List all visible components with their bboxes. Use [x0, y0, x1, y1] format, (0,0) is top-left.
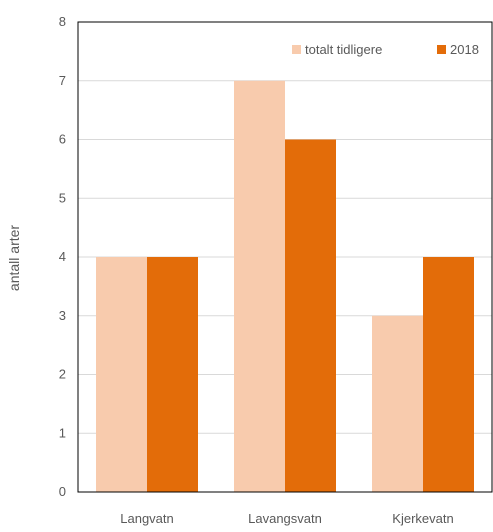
legend-label: totalt tidligere: [305, 42, 382, 57]
bar-totalt-tidligere-langvatn: [96, 257, 147, 492]
y-tick-label: 7: [59, 73, 66, 88]
bar-totalt-tidligere-lavangsvatn: [234, 80, 285, 492]
y-tick-label: 2: [59, 367, 66, 382]
bar-totalt-tidligere-kjerkevatn: [372, 315, 423, 492]
y-axis-ticks: 0 1 2 3 4 5 6 7 8: [59, 14, 66, 499]
x-category-label: Langvatn: [120, 511, 174, 526]
x-axis-labels: Langvatn Lavangsvatn Kjerkevatn: [120, 511, 453, 526]
legend: totalt tidligere 2018: [292, 42, 479, 57]
x-category-label: Kjerkevatn: [392, 511, 453, 526]
y-tick-label: 0: [59, 484, 66, 499]
bars: [96, 80, 474, 492]
y-tick-label: 8: [59, 14, 66, 29]
y-tick-label: 5: [59, 190, 66, 205]
bar-2018-kjerkevatn: [423, 257, 474, 492]
y-tick-label: 4: [59, 249, 66, 264]
y-tick-label: 1: [59, 425, 66, 440]
x-category-label: Lavangsvatn: [248, 511, 322, 526]
legend-label: 2018: [450, 42, 479, 57]
y-tick-label: 3: [59, 308, 66, 323]
y-tick-label: 6: [59, 132, 66, 147]
plot-frame: [77, 21, 493, 493]
y-axis-title: antall arter: [6, 225, 22, 291]
legend-swatch: [292, 45, 301, 54]
legend-swatch: [437, 45, 446, 54]
bar-2018-lavangsvatn: [285, 139, 336, 492]
bar-2018-langvatn: [147, 257, 198, 492]
